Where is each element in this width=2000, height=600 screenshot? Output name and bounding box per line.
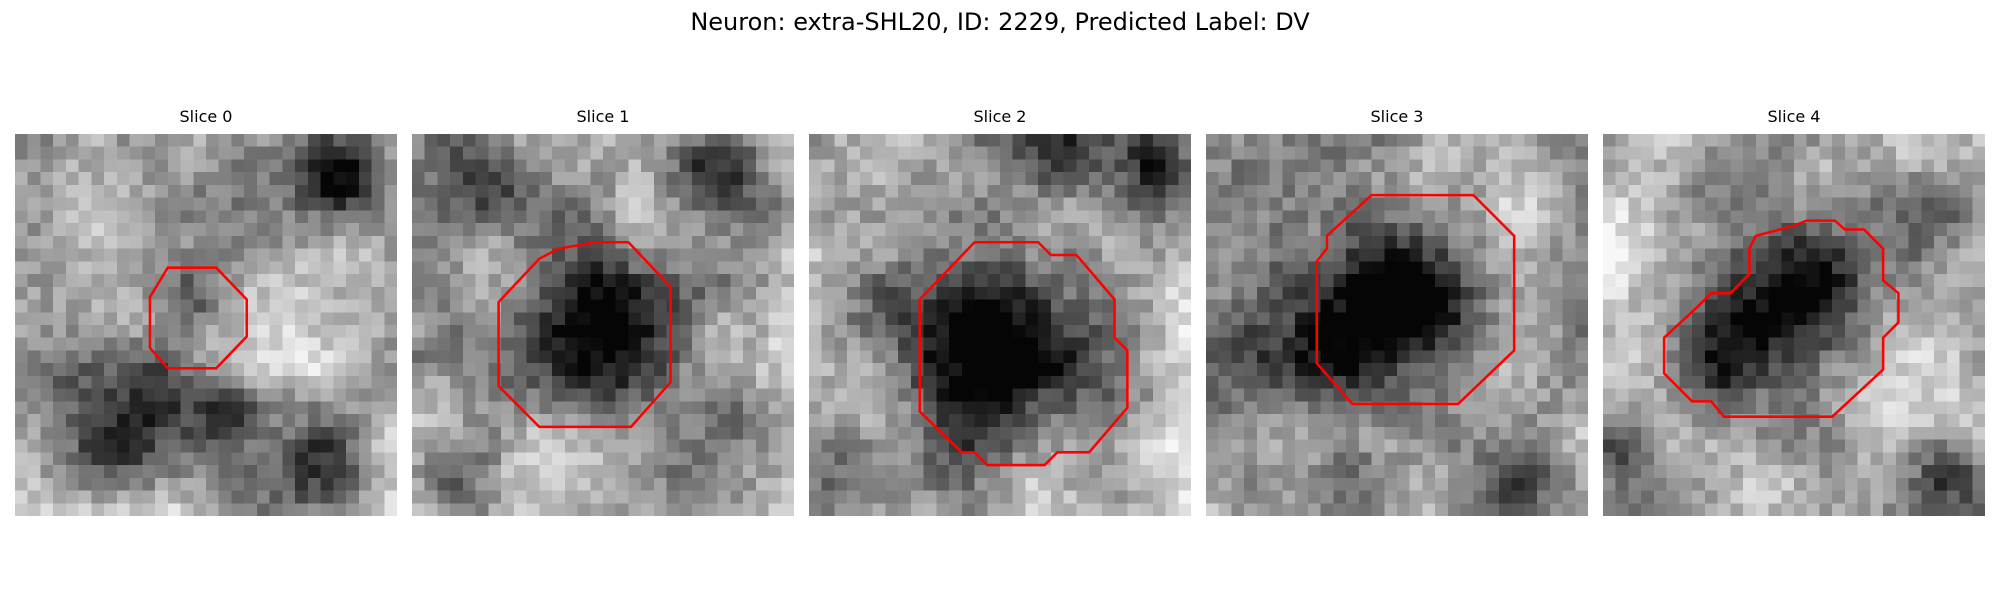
slice-image-4 bbox=[1603, 134, 1985, 516]
slice-outline-2 bbox=[918, 240, 1129, 467]
slice-outline-3 bbox=[1315, 193, 1516, 406]
slice-panel-2: Slice 2 bbox=[809, 105, 1191, 516]
slice-pixels-1 bbox=[412, 134, 794, 516]
slice-panel-3: Slice 3 bbox=[1206, 105, 1588, 516]
slice-panel-4: Slice 4 bbox=[1603, 105, 1985, 516]
slice-image-3 bbox=[1206, 134, 1588, 516]
slice-pixels-0 bbox=[15, 134, 397, 516]
slice-title-1: Slice 1 bbox=[576, 107, 630, 126]
slice-title-0: Slice 0 bbox=[179, 107, 233, 126]
figure-title: Neuron: extra-SHL20, ID: 2229, Predicted… bbox=[690, 8, 1310, 36]
slice-title-2: Slice 2 bbox=[973, 107, 1027, 126]
slice-panel-1: Slice 1 bbox=[412, 105, 794, 516]
slice-image-2 bbox=[809, 134, 1191, 516]
slice-pixels-2 bbox=[809, 134, 1191, 516]
slice-image-0 bbox=[15, 134, 397, 516]
slice-title-4: Slice 4 bbox=[1767, 107, 1821, 126]
slice-outline-0 bbox=[148, 266, 249, 370]
slice-pixels-3 bbox=[1206, 134, 1588, 516]
slice-pixels-4 bbox=[1603, 134, 1985, 516]
slice-image-1 bbox=[412, 134, 794, 516]
slice-title-3: Slice 3 bbox=[1370, 107, 1424, 126]
slice-panel-0: Slice 0 bbox=[15, 105, 397, 516]
slice-outline-1 bbox=[497, 240, 672, 429]
slice-outline-4 bbox=[1662, 219, 1900, 418]
